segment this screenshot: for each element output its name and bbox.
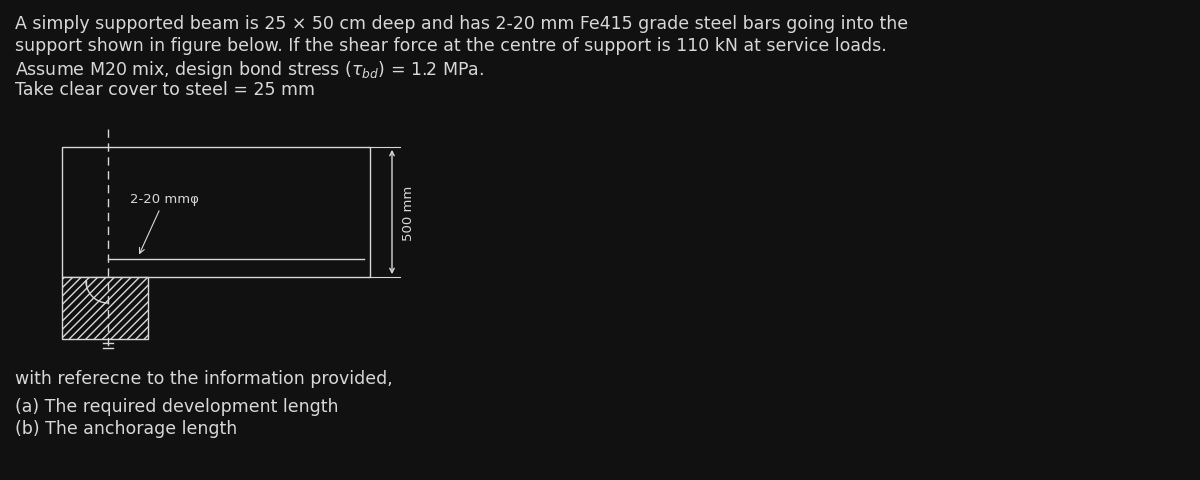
- Text: 2-20 mmφ: 2-20 mmφ: [130, 193, 199, 254]
- Text: 500 mm: 500 mm: [402, 185, 415, 240]
- Bar: [62, 148, 370, 277]
- Text: with referecne to the information provided,: with referecne to the information provid…: [14, 369, 392, 387]
- Text: A simply supported beam is 25 × 50 cm deep and has 2-20 mm Fe415 grade steel bar: A simply supported beam is 25 × 50 cm de…: [14, 15, 908, 33]
- Text: (a) The required development length: (a) The required development length: [14, 397, 338, 415]
- Text: (b) The anchorage length: (b) The anchorage length: [14, 419, 238, 437]
- Text: Assume M20 mix, design bond stress ($\tau_{bd}$) = 1.2 MPa.: Assume M20 mix, design bond stress ($\ta…: [14, 59, 484, 81]
- Text: Take clear cover to steel = 25 mm: Take clear cover to steel = 25 mm: [14, 81, 314, 99]
- Text: support shown in figure below. If the shear force at the centre of support is 11: support shown in figure below. If the sh…: [14, 37, 887, 55]
- Bar: [62, 277, 148, 339]
